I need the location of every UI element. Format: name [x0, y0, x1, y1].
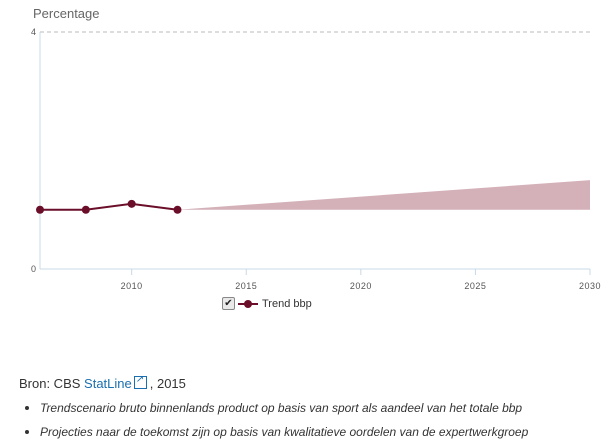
y-tick-label: 4 — [31, 27, 36, 37]
source-suffix: , 2015 — [149, 376, 186, 391]
external-link-icon[interactable] — [133, 374, 147, 389]
legend-marker-icon — [238, 299, 258, 308]
x-tick-label: 2025 — [464, 281, 486, 291]
legend-label[interactable]: Trend bbp — [262, 297, 312, 310]
statline-link[interactable]: StatLine — [84, 376, 132, 391]
data-point — [81, 205, 90, 214]
y-tick-label: 0 — [31, 264, 36, 274]
source-line: Bron: CBS StatLine , 2015 — [19, 374, 186, 391]
y-axis-title: Percentage — [33, 6, 100, 21]
list-item: Trendscenario bruto binnenlands product … — [22, 399, 528, 423]
source-prefix: Bron: CBS — [19, 376, 85, 391]
trend-chart: 0 4 2010 2015 2020 2025 2030 — [31, 27, 601, 291]
list-item: Projecties naar de toekomst zijn op basi… — [22, 423, 528, 447]
projection-band — [177, 180, 590, 210]
legend-checkbox[interactable]: ✔ — [222, 297, 235, 310]
x-tick-label: 2015 — [235, 281, 257, 291]
data-point — [173, 205, 182, 214]
x-tick-label: 2030 — [579, 281, 601, 291]
data-point — [36, 205, 44, 214]
series-line — [40, 202, 178, 211]
notes-list: Trendscenario bruto binnenlands product … — [22, 399, 528, 447]
x-tick-label: 2020 — [350, 281, 372, 291]
data-point — [127, 199, 136, 208]
legend[interactable]: ✔ Trend bbp — [222, 297, 312, 310]
x-tick-label: 2010 — [121, 281, 143, 291]
